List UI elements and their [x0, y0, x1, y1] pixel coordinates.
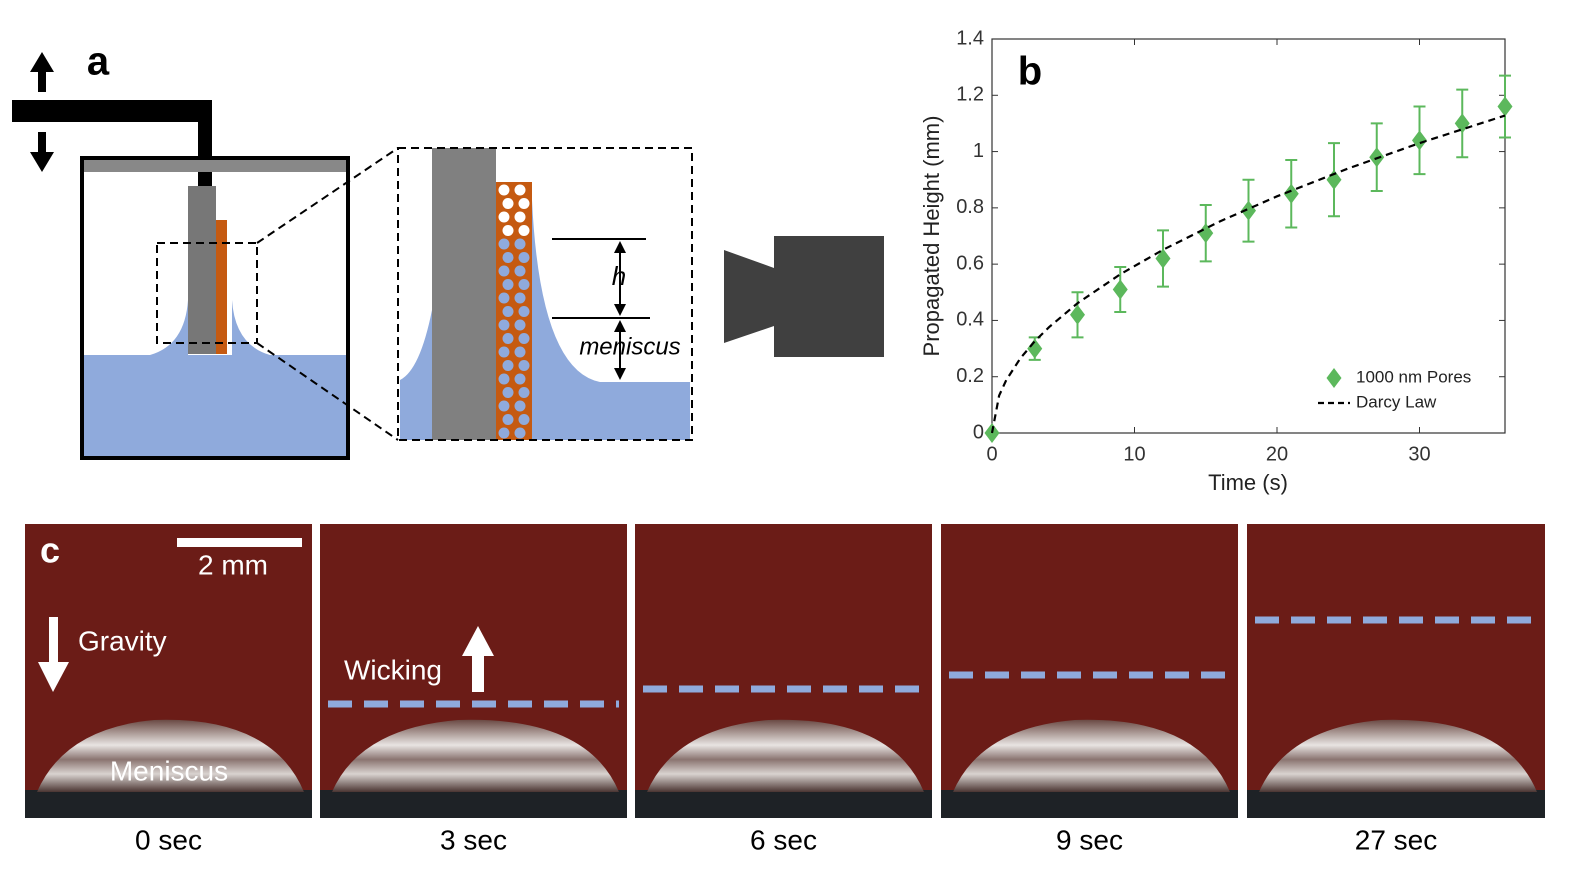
y-tick-label: 0.2	[956, 365, 984, 387]
pore	[518, 360, 530, 371]
data-point	[1198, 223, 1214, 244]
pore	[514, 319, 526, 331]
legend-label: 1000 nm Pores	[1356, 367, 1471, 386]
pore	[518, 252, 530, 263]
pore	[518, 225, 530, 236]
x-tick-label: 20	[1266, 443, 1288, 465]
pore	[502, 414, 514, 425]
panel-label: c	[40, 530, 60, 571]
pore	[514, 211, 526, 223]
pore	[514, 373, 526, 385]
photo-base	[25, 790, 312, 818]
pore	[502, 279, 514, 290]
pore	[502, 225, 514, 236]
y-tick-label: 0.8	[956, 196, 984, 218]
label-h: h	[612, 261, 626, 291]
pore	[498, 265, 510, 277]
pore	[514, 184, 526, 196]
pore	[514, 427, 526, 439]
photo-annotations: c 2 mm Gravity Meniscus Wicking	[38, 530, 494, 786]
photo-base	[320, 790, 627, 818]
pore	[502, 360, 514, 371]
x-axis-label: Time (s)	[1208, 470, 1288, 495]
wicking-label: Wicking	[344, 654, 442, 685]
pore	[498, 319, 510, 331]
data-point	[1155, 248, 1171, 269]
data-point	[1412, 130, 1427, 151]
y-tick-label: 0	[973, 421, 984, 443]
y-tick-label: 1.4	[956, 27, 984, 49]
frame-label: 6 sec	[750, 824, 817, 855]
scale-bar-label: 2 mm	[198, 549, 268, 580]
pore	[518, 387, 530, 398]
pore	[498, 427, 510, 439]
pore	[498, 184, 510, 196]
photo-base	[635, 790, 932, 818]
pore	[502, 252, 514, 263]
panel-label: b	[1018, 50, 1042, 94]
pore	[518, 333, 530, 344]
label-meniscus: meniscus	[579, 333, 680, 360]
y-axis-label: Propagated Height (mm)	[919, 116, 944, 357]
data-point	[1027, 338, 1043, 359]
pore	[518, 198, 530, 209]
pore	[518, 414, 530, 425]
pore	[518, 279, 530, 290]
meniscus-drop	[332, 719, 619, 792]
pore	[514, 346, 526, 358]
photo-strip: 0 sec 3 sec 6 sec 9 sec 27 sec	[25, 524, 1545, 855]
frame-label: 9 sec	[1056, 824, 1123, 855]
frame-label: 0 sec	[135, 824, 202, 855]
data-point	[1112, 279, 1128, 300]
data-point	[1497, 96, 1513, 117]
pore	[498, 373, 510, 385]
pore	[514, 238, 526, 250]
meniscus-drop	[953, 719, 1230, 792]
data-point	[1283, 183, 1299, 204]
photo-base	[941, 790, 1238, 818]
pore	[514, 265, 526, 277]
x-tick-label: 10	[1123, 443, 1145, 465]
pore	[498, 238, 510, 250]
pore	[498, 211, 510, 223]
legend-swatch	[1326, 368, 1342, 388]
pore	[514, 400, 526, 412]
pore	[498, 346, 510, 358]
pore	[518, 306, 530, 317]
pore	[502, 333, 514, 344]
meniscus-drop	[647, 719, 924, 792]
pore	[502, 198, 514, 209]
schematic: a h meniscus	[12, 40, 884, 460]
y-tick-label: 1.2	[956, 84, 984, 106]
legend-label: Darcy Law	[1356, 392, 1437, 411]
frame-label: 27 sec	[1355, 824, 1438, 855]
photo-base	[1247, 790, 1545, 818]
plot-frame	[991, 38, 1506, 434]
data-point	[1241, 200, 1256, 221]
pore	[502, 306, 514, 317]
panel-label: a	[87, 40, 110, 84]
pore	[498, 400, 510, 412]
y-tick-label: 0.6	[956, 252, 984, 274]
data-point	[1070, 304, 1085, 325]
data-point	[1326, 169, 1342, 190]
y-tick-label: 1	[973, 140, 984, 162]
frame-label: 3 sec	[440, 824, 507, 855]
gravity-label: Gravity	[78, 625, 167, 656]
meniscus-drop	[1259, 719, 1537, 792]
chart: b Time (s) Propagated Height (mm) 0 0.2 0.…	[919, 27, 1513, 495]
fit-line	[990, 114, 1506, 434]
meniscus-drop	[37, 719, 304, 792]
pore	[502, 387, 514, 398]
pore	[498, 292, 510, 304]
y-tick-label: 0.4	[956, 309, 984, 331]
x-tick-label: 0	[986, 443, 997, 465]
x-tick-label: 30	[1408, 443, 1430, 465]
meniscus-label: Meniscus	[110, 755, 228, 786]
pore	[514, 292, 526, 304]
